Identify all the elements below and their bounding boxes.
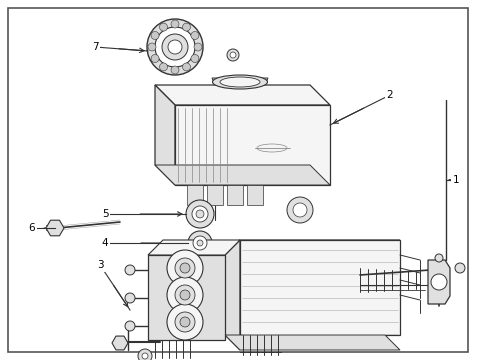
- Polygon shape: [155, 165, 330, 185]
- Ellipse shape: [213, 75, 268, 89]
- Circle shape: [230, 52, 236, 58]
- Circle shape: [155, 27, 195, 67]
- Circle shape: [293, 203, 307, 217]
- Circle shape: [186, 200, 214, 228]
- Circle shape: [196, 210, 204, 218]
- Polygon shape: [155, 85, 175, 185]
- Circle shape: [193, 236, 207, 250]
- Polygon shape: [225, 335, 400, 350]
- Polygon shape: [155, 85, 330, 105]
- Circle shape: [168, 40, 182, 54]
- Polygon shape: [240, 240, 400, 335]
- Polygon shape: [247, 185, 263, 205]
- Text: 1: 1: [453, 175, 459, 185]
- Circle shape: [191, 54, 199, 63]
- Circle shape: [171, 20, 179, 28]
- Text: 6: 6: [29, 223, 35, 233]
- Circle shape: [160, 63, 168, 71]
- Circle shape: [287, 197, 313, 223]
- Circle shape: [167, 304, 203, 340]
- Circle shape: [431, 274, 447, 290]
- Circle shape: [171, 66, 179, 74]
- Circle shape: [180, 263, 190, 273]
- Circle shape: [175, 285, 195, 305]
- Circle shape: [151, 31, 159, 40]
- Circle shape: [227, 49, 239, 61]
- Polygon shape: [428, 260, 450, 304]
- Circle shape: [125, 321, 135, 331]
- Circle shape: [180, 317, 190, 327]
- Circle shape: [182, 23, 191, 31]
- Polygon shape: [148, 255, 225, 340]
- Circle shape: [175, 312, 195, 332]
- Circle shape: [151, 54, 159, 63]
- Circle shape: [182, 63, 191, 71]
- Circle shape: [142, 353, 148, 359]
- Polygon shape: [207, 185, 223, 205]
- Polygon shape: [148, 240, 240, 255]
- Circle shape: [180, 290, 190, 300]
- Polygon shape: [225, 240, 400, 255]
- Text: 5: 5: [102, 209, 108, 219]
- Circle shape: [160, 23, 168, 31]
- Polygon shape: [175, 105, 330, 185]
- Circle shape: [167, 277, 203, 313]
- Polygon shape: [227, 185, 243, 205]
- Circle shape: [148, 43, 156, 51]
- Circle shape: [175, 258, 195, 278]
- Polygon shape: [225, 240, 240, 350]
- Text: 7: 7: [92, 42, 98, 52]
- Circle shape: [435, 254, 443, 262]
- Circle shape: [167, 250, 203, 286]
- Circle shape: [125, 293, 135, 303]
- Circle shape: [188, 231, 212, 255]
- Text: 3: 3: [97, 260, 103, 270]
- Circle shape: [138, 349, 152, 360]
- Circle shape: [455, 263, 465, 273]
- Circle shape: [162, 34, 188, 60]
- Text: 2: 2: [387, 90, 393, 100]
- Polygon shape: [212, 78, 268, 85]
- Circle shape: [197, 240, 203, 246]
- Text: 4: 4: [102, 238, 108, 248]
- Polygon shape: [187, 185, 203, 205]
- Circle shape: [192, 206, 208, 222]
- Ellipse shape: [220, 77, 260, 87]
- Circle shape: [125, 265, 135, 275]
- Circle shape: [194, 43, 202, 51]
- Circle shape: [191, 31, 199, 40]
- Circle shape: [147, 19, 203, 75]
